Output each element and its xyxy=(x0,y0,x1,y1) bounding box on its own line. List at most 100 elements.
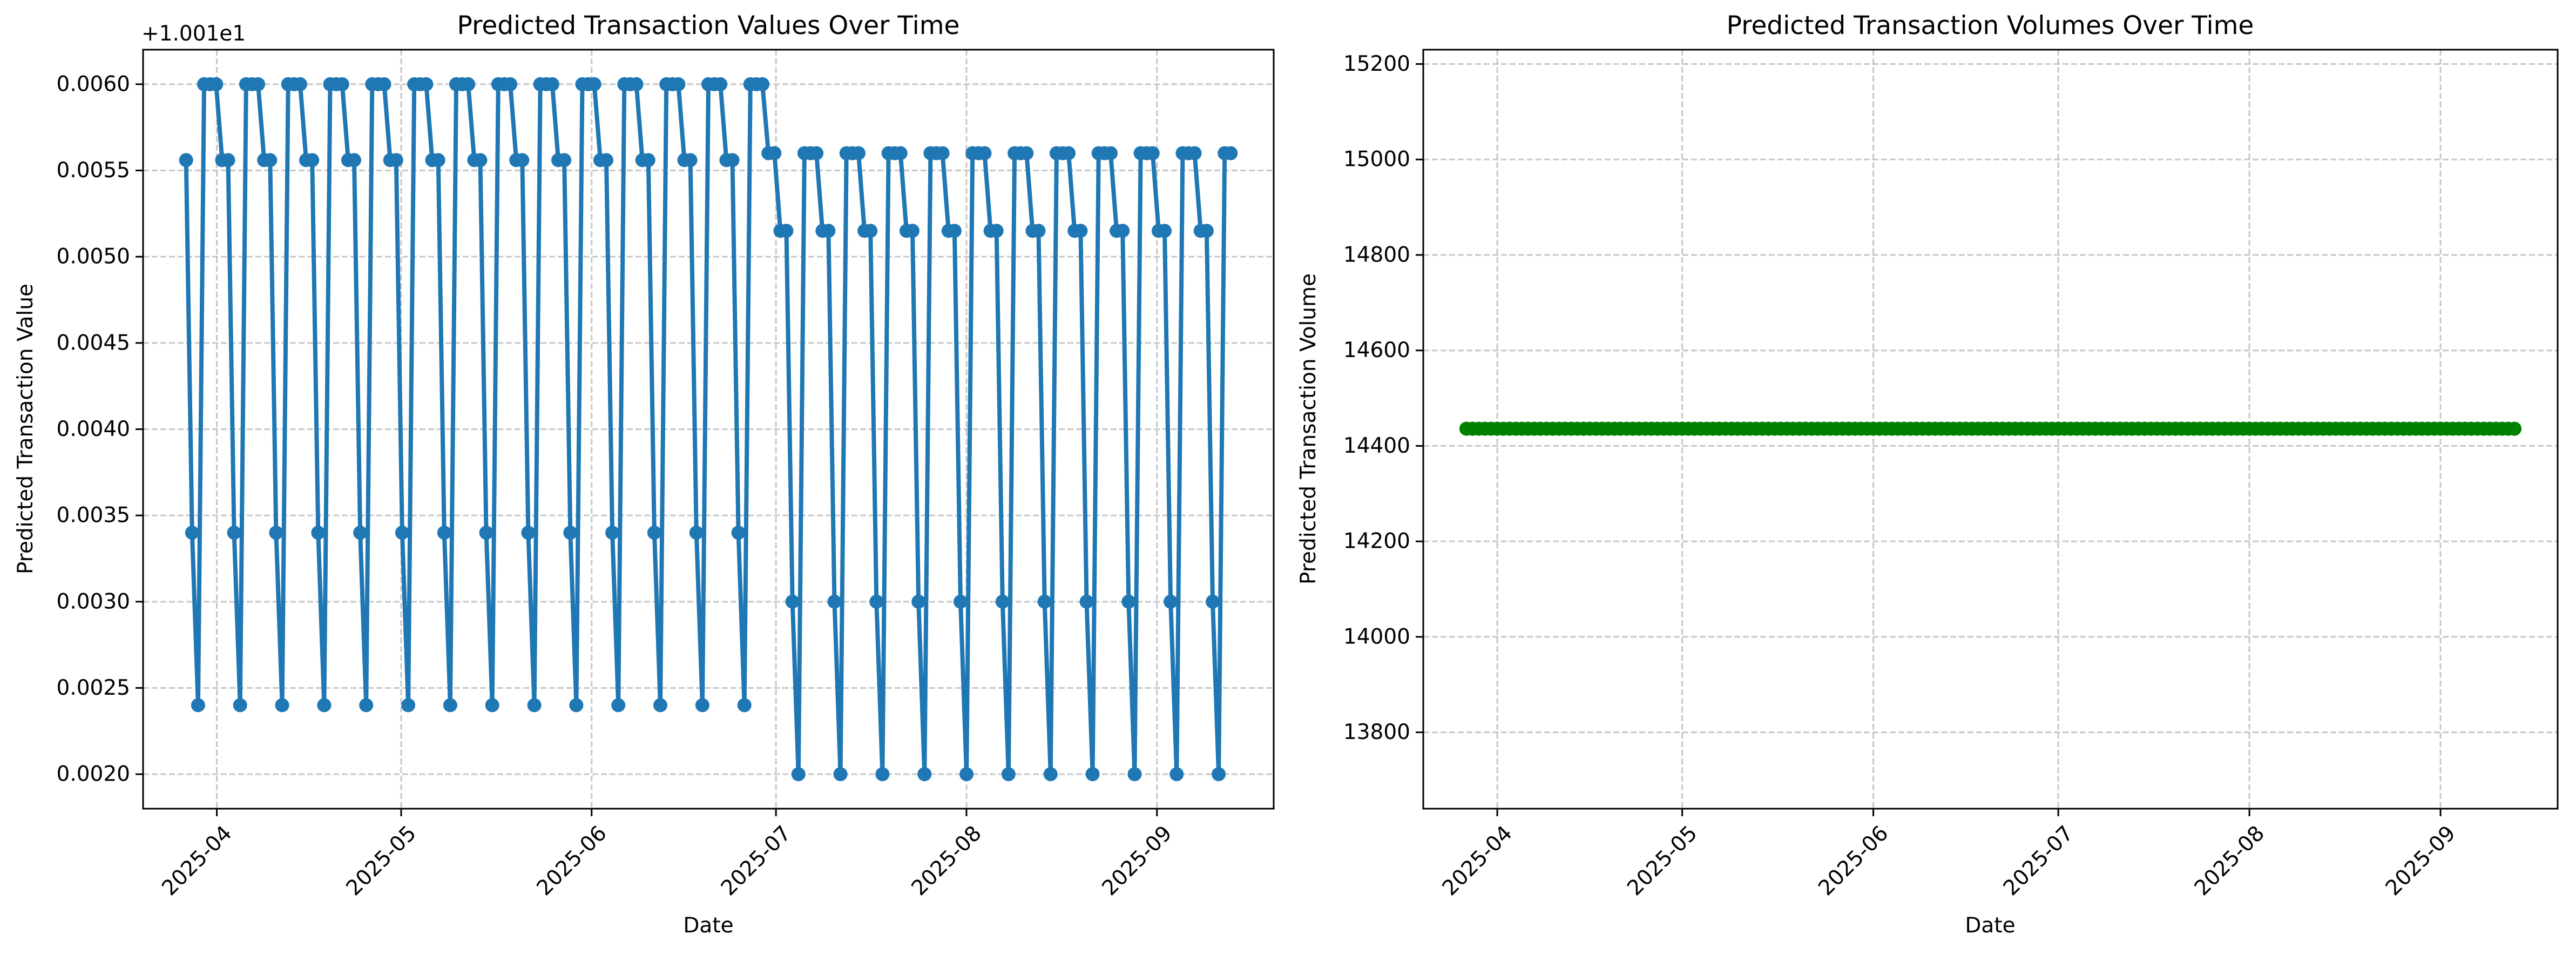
data-point xyxy=(1187,146,1202,160)
y-tick-label: 0.0020 xyxy=(57,762,130,787)
y-tick-label: 0.0045 xyxy=(57,331,130,355)
data-point xyxy=(947,224,962,238)
data-point xyxy=(1061,146,1076,160)
data-point xyxy=(359,698,374,713)
data-point xyxy=(1121,594,1136,609)
y-axis-label: Predicted Transaction Value xyxy=(13,284,38,574)
data-point xyxy=(611,698,626,713)
data-point xyxy=(1073,224,1088,238)
data-point xyxy=(527,698,542,713)
data-point xyxy=(671,77,686,91)
data-point xyxy=(353,526,368,540)
data-point xyxy=(293,77,307,91)
y-tick-label: 0.0030 xyxy=(57,589,130,614)
data-point xyxy=(893,146,908,160)
data-point xyxy=(191,698,205,713)
y-tick-label: 15200 xyxy=(1343,52,1410,76)
data-point xyxy=(545,77,559,91)
data-point xyxy=(557,153,572,167)
data-point xyxy=(515,153,530,167)
data-point xyxy=(731,526,746,540)
data-point xyxy=(779,224,794,238)
data-point xyxy=(437,526,451,540)
y-tick-label: 0.0025 xyxy=(57,676,130,700)
data-marks xyxy=(1459,421,2522,436)
plot-frame xyxy=(1422,49,2559,810)
x-axis-label: Date xyxy=(683,913,733,938)
data-point xyxy=(713,77,728,91)
data-point xyxy=(335,77,349,91)
x-tick-label: 2025-05 xyxy=(1622,821,1702,901)
chart-transaction-volumes: Predicted Transaction Volumes Over Time … xyxy=(1296,11,2559,938)
data-point xyxy=(1085,767,1100,782)
data-point xyxy=(647,526,661,540)
data-point xyxy=(683,153,698,167)
chart-title: Predicted Transaction Volumes Over Time xyxy=(1727,11,2254,41)
data-point xyxy=(725,153,740,167)
data-point xyxy=(809,146,824,160)
data-point xyxy=(1169,767,1184,782)
y-tick-label: 0.0060 xyxy=(57,72,130,96)
data-point xyxy=(1164,594,1178,609)
data-point xyxy=(317,698,332,713)
data-point xyxy=(389,153,403,167)
data-point xyxy=(605,526,620,540)
data-point xyxy=(1199,224,1214,238)
data-point xyxy=(791,767,806,782)
data-point xyxy=(827,594,842,609)
x-tick-label: 2025-04 xyxy=(157,821,236,901)
y-tick-label: 14000 xyxy=(1343,624,1410,649)
y-tick-label: 0.0035 xyxy=(57,503,130,528)
x-axis-label: Date xyxy=(1965,913,2015,938)
x-tick-label: 2025-07 xyxy=(1999,821,2078,901)
x-tick-label: 2025-05 xyxy=(342,821,421,901)
axis-ticks: 2025-04 2025-05 2025-06 2025-07 2025-08 2025-… xyxy=(1343,52,2460,901)
y-tick-label: 14600 xyxy=(1343,338,1410,362)
data-point xyxy=(347,153,361,167)
data-point xyxy=(695,698,709,713)
y-offset-label: +1.001e1 xyxy=(141,22,246,46)
data-point xyxy=(269,526,283,540)
data-point xyxy=(995,594,1010,609)
chart-transaction-values: Predicted Transaction Values Over Time +… xyxy=(13,11,1275,938)
data-point xyxy=(1079,594,1094,609)
grid xyxy=(1423,50,2558,809)
data-marks xyxy=(179,77,1238,782)
data-point xyxy=(473,153,488,167)
x-tick-label: 2025-08 xyxy=(2190,821,2269,901)
data-point xyxy=(911,594,926,609)
data-point xyxy=(1031,224,1046,238)
data-point xyxy=(311,526,326,540)
data-point xyxy=(251,77,266,91)
data-point xyxy=(521,526,536,540)
data-point xyxy=(954,594,968,609)
data-point xyxy=(263,153,278,167)
data-point xyxy=(1001,767,1016,782)
y-tick-label: 15000 xyxy=(1343,147,1410,172)
y-tick-label: 14200 xyxy=(1343,529,1410,554)
data-point xyxy=(1043,767,1058,782)
data-point xyxy=(1223,146,1238,160)
data-point xyxy=(641,153,655,167)
chart-title: Predicted Transaction Values Over Time xyxy=(457,11,960,41)
data-point xyxy=(959,767,974,782)
x-tick-label: 2025-07 xyxy=(716,821,796,901)
data-point xyxy=(305,153,320,167)
data-point xyxy=(875,767,890,782)
data-point xyxy=(1104,146,1118,160)
data-point xyxy=(185,526,199,540)
data-point xyxy=(689,526,704,540)
data-point xyxy=(431,153,445,167)
data-point xyxy=(851,146,866,160)
x-tick-label: 2025-06 xyxy=(532,821,612,901)
data-point xyxy=(1127,767,1142,782)
data-point xyxy=(905,224,919,238)
x-tick-label: 2025-04 xyxy=(1438,821,1517,901)
y-tick-label: 0.0050 xyxy=(57,245,130,269)
y-tick-label: 0.0040 xyxy=(57,417,130,441)
data-point xyxy=(443,698,457,713)
x-tick-label: 2025-09 xyxy=(2381,821,2460,901)
data-point xyxy=(737,698,752,713)
data-point xyxy=(503,77,518,91)
